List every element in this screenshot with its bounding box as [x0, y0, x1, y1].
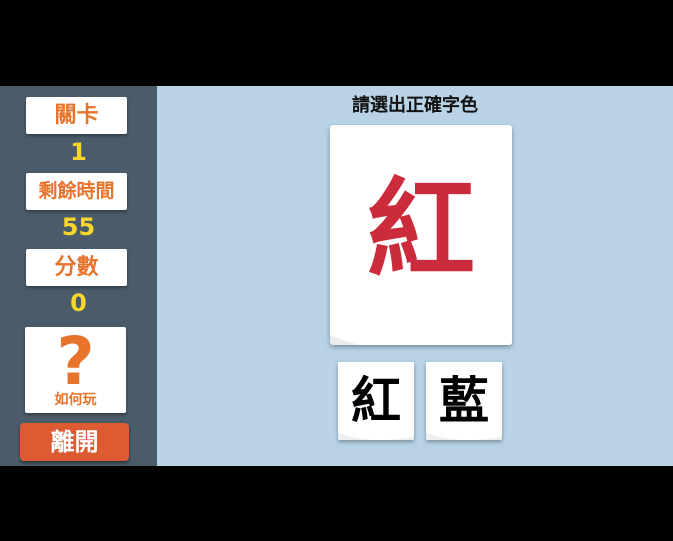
- how-to-play-button[interactable]: ? 如何玩: [25, 323, 126, 413]
- time-remaining-label: 剩餘時間: [26, 173, 127, 210]
- time-remaining-value: 55: [61, 213, 96, 241]
- game-area: 關卡 1 剩餘時間 55 分數 0 ? 如何玩 離開 請選出正確字色 紅 紅 藍: [0, 86, 673, 466]
- page-curl-highlight: [426, 410, 502, 440]
- word-card: 紅: [330, 125, 512, 345]
- card-word: 紅: [366, 168, 475, 293]
- choice-button-blue[interactable]: 藍: [426, 362, 502, 440]
- score-value: 0: [70, 289, 87, 317]
- how-to-play-label: 如何玩: [54, 392, 97, 408]
- instruction-text: 請選出正確字色: [352, 95, 478, 116]
- sidebar: 關卡 1 剩餘時間 55 分數 0 ? 如何玩 離開: [0, 86, 157, 466]
- choice-button-red[interactable]: 紅: [338, 362, 414, 440]
- choice-label: 藍: [439, 372, 489, 430]
- level-label: 關卡: [26, 97, 127, 134]
- leave-button[interactable]: 離開: [20, 423, 129, 461]
- score-label: 分數: [26, 249, 127, 286]
- question-mark-icon: ?: [56, 323, 95, 400]
- page-curl-highlight: [330, 273, 512, 345]
- page-curl-highlight: [338, 410, 414, 440]
- choice-label: 紅: [351, 372, 401, 430]
- level-value: 1: [70, 138, 87, 166]
